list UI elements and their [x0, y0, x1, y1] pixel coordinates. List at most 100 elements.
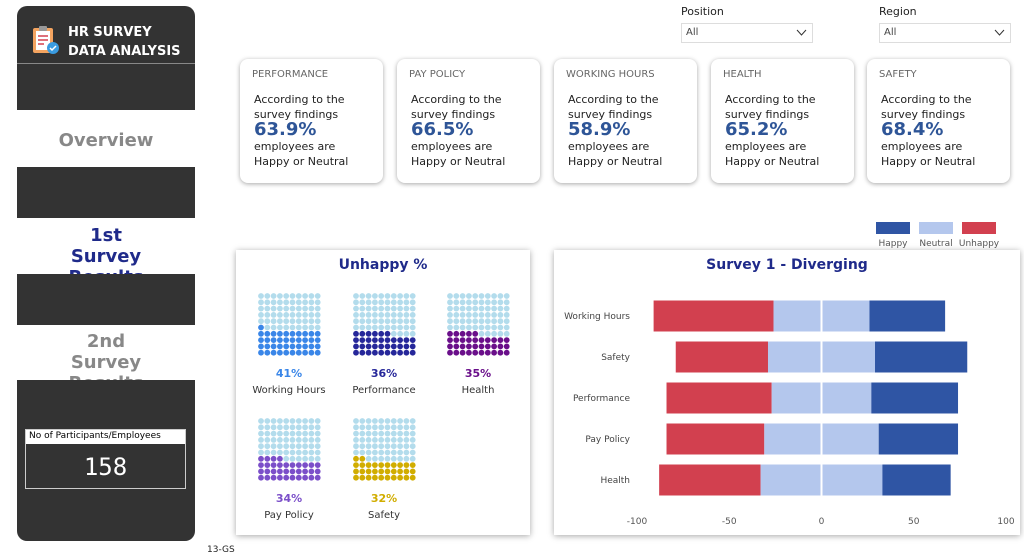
waffle-dot [484, 293, 491, 299]
waffle-dot [308, 424, 315, 431]
waffle-dot [289, 437, 296, 443]
waffle-dot [503, 324, 510, 331]
data-label: 35% [465, 367, 491, 380]
waffle-dot [503, 312, 510, 318]
waffle-dot-filled [277, 474, 283, 481]
divider [17, 63, 195, 64]
waffle-dot-filled [353, 343, 359, 350]
waffle-dot [314, 424, 321, 431]
survey-icon [33, 26, 59, 54]
waffle-dot-filled [378, 349, 385, 356]
waffle-dot [258, 299, 264, 306]
waffle-dot [302, 449, 308, 456]
waffle-dot [289, 443, 296, 450]
waffle-dot-filled [314, 337, 321, 343]
waffle-dot-filled [397, 462, 403, 468]
dropdown[interactable]: All [879, 23, 1011, 43]
waffle-dot-filled [302, 349, 308, 356]
waffle-dot [289, 305, 296, 312]
card-text: According to the survey findings [568, 93, 659, 121]
waffle-dot-filled [283, 337, 290, 343]
kpi-card: PAY POLICY According to the survey findin… [397, 59, 540, 183]
bar-segment [666, 382, 772, 414]
waffle-dot [277, 299, 283, 306]
waffle-dot-filled [359, 455, 366, 462]
card-title: HEALTH [723, 69, 762, 80]
nav-block [17, 274, 195, 325]
card-text: According to the survey findings [725, 93, 816, 121]
waffle-dot [397, 324, 403, 331]
waffle-dot-filled [365, 462, 372, 468]
filter-label: Region [879, 5, 917, 18]
dropdown[interactable]: All [681, 23, 813, 43]
x-tick-label: -100 [627, 517, 648, 527]
waffle [258, 418, 321, 481]
y-tick-label: Performance [573, 394, 630, 404]
waffle-dot [378, 443, 385, 450]
waffle-dot [390, 312, 397, 318]
waffle-dot-filled [365, 474, 372, 481]
waffle-dot [372, 318, 378, 325]
waffle-dot-filled [378, 474, 385, 481]
diverging-chart: Survey 1 - Diverging -100 -50 0 50 100 Working… [564, 257, 1015, 527]
waffle-dot-filled [270, 343, 277, 350]
waffle-dot [353, 305, 359, 312]
waffle-dot [409, 312, 416, 318]
waffle-dot [270, 324, 277, 331]
waffle-dot [378, 449, 385, 456]
nav-overview[interactable]: Overview [58, 130, 154, 151]
waffle-dot-filled [295, 330, 302, 337]
waffle-dot [478, 330, 485, 337]
waffle-dot-filled [365, 330, 372, 337]
waffle-dot-filled [447, 330, 453, 337]
chart-title: Unhappy % [339, 257, 428, 273]
waffle-dot [403, 424, 410, 431]
waffle-dot [403, 455, 410, 462]
card-title: PERFORMANCE [252, 69, 329, 80]
waffle-dot [497, 330, 504, 337]
waffle-dot-filled [403, 349, 410, 356]
waffle-dot-filled [378, 330, 385, 337]
waffle-dot [359, 443, 366, 450]
waffle-dot [264, 299, 271, 306]
waffle-dot [447, 318, 453, 325]
filter: Region All [879, 5, 1011, 43]
waffle-dot-filled [403, 474, 410, 481]
waffle-dot [314, 449, 321, 456]
waffle-dot-filled [270, 468, 277, 475]
waffle-dot-filled [289, 468, 296, 475]
waffle-dot [264, 318, 271, 325]
waffle-dot-filled [270, 455, 277, 462]
waffle-dot [289, 293, 296, 299]
waffle-dot [314, 318, 321, 325]
category-label: Working Hours [252, 385, 325, 396]
waffle-dot [378, 324, 385, 331]
card-title: PAY POLICY [409, 69, 466, 80]
waffle-dot [397, 437, 403, 443]
waffle-dot [264, 418, 271, 424]
waffle-dot [403, 305, 410, 312]
waffle-dot-filled [302, 462, 308, 468]
waffle-dot [484, 299, 491, 306]
waffle-dot [466, 318, 472, 325]
waffle-dot-filled [397, 468, 403, 475]
waffle-dot [459, 312, 466, 318]
waffle-dot-filled [283, 474, 290, 481]
waffle-dot [397, 318, 403, 325]
category-label: Safety [368, 510, 400, 521]
waffle-dot [484, 318, 491, 325]
waffle-dot [277, 318, 283, 325]
card-value: 63.9% [254, 119, 317, 140]
waffle-dot [384, 318, 391, 325]
waffle-dot [302, 324, 308, 331]
waffle-dot-filled [353, 462, 359, 468]
waffle-dot [359, 305, 366, 312]
waffle-dot-filled [491, 343, 497, 350]
waffle-dot-filled [283, 468, 290, 475]
waffle-dot [314, 455, 321, 462]
waffle-dot [283, 437, 290, 443]
waffle-dot [390, 449, 397, 456]
waffle-dot [365, 424, 372, 431]
waffle-dot [277, 437, 283, 443]
waffle-dot-filled [308, 343, 315, 350]
